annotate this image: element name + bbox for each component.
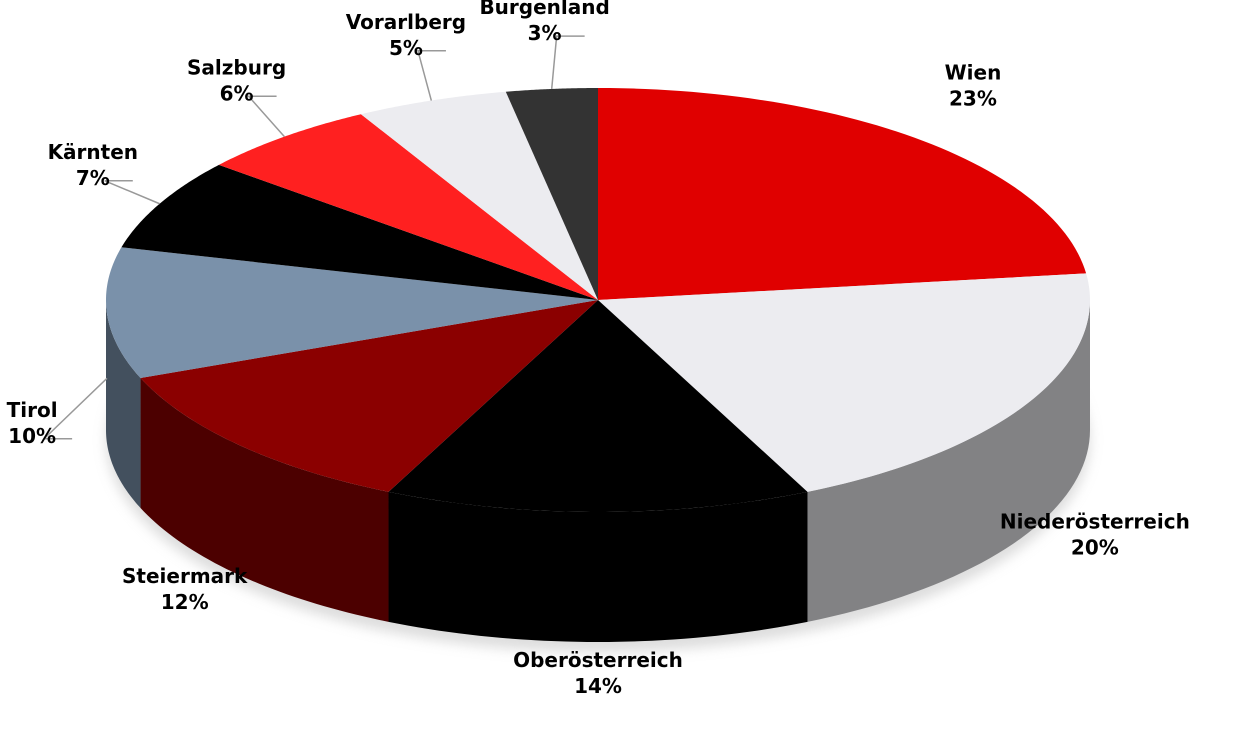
slice	[140, 300, 598, 492]
label-value: 20%	[1071, 536, 1119, 560]
label-name: Salzburg	[187, 55, 286, 79]
slice-side	[388, 491, 808, 642]
label-value: 5%	[389, 36, 423, 60]
label-value: 14%	[574, 674, 622, 698]
data-label: Kärnten 7%	[48, 140, 138, 190]
slice-side	[807, 300, 1090, 622]
slice	[360, 91, 598, 301]
label-value: 12%	[161, 590, 209, 614]
leader-line	[42, 377, 108, 440]
slice	[505, 88, 598, 300]
slice-side	[140, 378, 389, 622]
data-label: Tirol 10%	[7, 398, 58, 448]
label-name: Kärnten	[48, 140, 138, 164]
slice	[598, 88, 1087, 300]
data-label: Oberösterreich 14%	[513, 648, 683, 698]
data-label: Vorarlberg 5%	[346, 10, 466, 60]
leader-line	[550, 35, 585, 90]
data-label: Wien 23%	[945, 61, 1002, 111]
label-name: Vorarlberg	[346, 10, 466, 34]
slice	[218, 114, 599, 300]
label-value: 23%	[949, 87, 997, 111]
label-name: Wien	[945, 61, 1002, 85]
slice-side	[106, 300, 141, 509]
label-name: Steiermark	[122, 564, 248, 588]
label-value: 3%	[528, 21, 562, 45]
label-value: 7%	[76, 166, 110, 190]
leader-line	[246, 95, 285, 138]
data-label: Niederösterreich 20%	[1000, 510, 1190, 560]
leader-line	[416, 50, 446, 101]
label-value: 6%	[220, 81, 254, 105]
leader-line	[104, 180, 160, 205]
label-name: Tirol	[7, 398, 58, 422]
label-name: Oberösterreich	[513, 648, 683, 672]
slice	[388, 300, 808, 512]
slice	[121, 164, 598, 300]
data-label: Steiermark 12%	[122, 564, 248, 614]
data-label: Salzburg 6%	[187, 55, 286, 105]
slice	[598, 273, 1090, 492]
label-name: Burgenland	[479, 0, 609, 19]
data-label: Burgenland 3%	[479, 0, 609, 45]
slice	[106, 247, 598, 379]
label-value: 10%	[8, 424, 56, 448]
label-name: Niederösterreich	[1000, 510, 1190, 534]
